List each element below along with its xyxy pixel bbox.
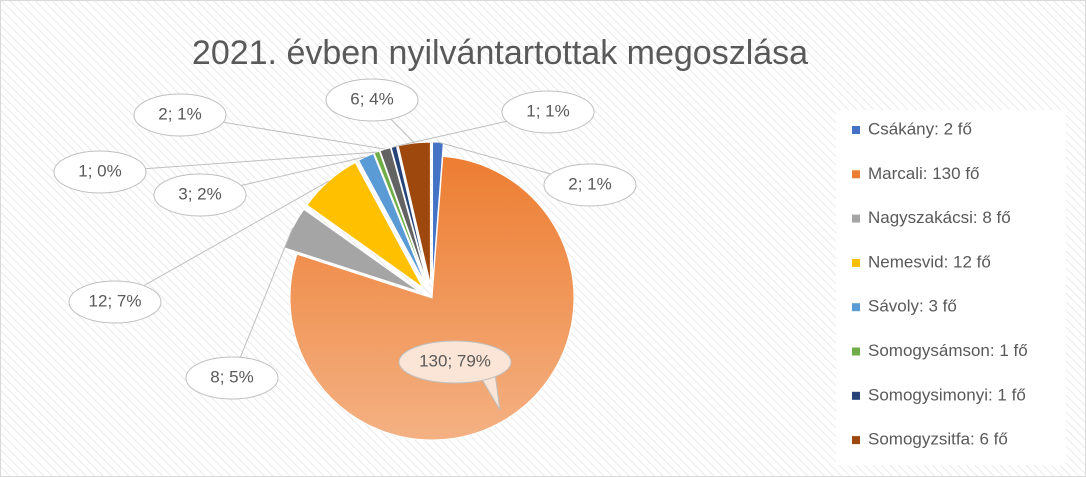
leader-line — [114, 180, 329, 303]
label-bubble — [325, 78, 419, 122]
legend-swatch — [852, 347, 860, 356]
label-bubble — [68, 280, 162, 324]
label-bubble — [543, 163, 637, 207]
data-label: 2; 1% — [158, 104, 201, 123]
data-label: 12; 7% — [89, 291, 142, 310]
legend-swatch — [852, 170, 860, 179]
legend-swatch — [852, 391, 860, 400]
legend-swatch — [852, 126, 860, 134]
label-bubble — [53, 150, 147, 194]
data-label: 1; 0% — [78, 161, 121, 180]
label-bubble — [185, 356, 279, 400]
label-bubble — [501, 90, 595, 134]
label-bubble — [133, 93, 227, 137]
data-label: 1; 1% — [526, 101, 569, 120]
legend-swatch — [852, 436, 860, 445]
leader-line — [99, 151, 377, 173]
legend-label: Csákány: 2 fő — [868, 119, 972, 138]
chart-title: 2021. évben nyilvántartottak megoszlása — [192, 34, 808, 72]
legend-background — [836, 110, 1066, 465]
legend-label: Somogyzsitfa: 6 fő — [868, 430, 1008, 449]
legend-label: Nemesvid: 12 fő — [868, 252, 991, 271]
data-label: 6; 4% — [350, 89, 393, 108]
legend-swatch — [852, 258, 860, 267]
pie-slice — [306, 161, 424, 288]
legend-swatch — [852, 303, 860, 312]
data-label: 130; 79% — [419, 351, 491, 370]
label-bubble — [153, 173, 247, 217]
legend-label: Somogysimonyi: 1 fő — [868, 385, 1026, 404]
pie-slice — [379, 147, 429, 285]
data-label: 8; 5% — [210, 367, 253, 386]
data-label: 3; 2% — [178, 184, 221, 203]
label-bubble — [398, 340, 512, 384]
legend-label: Somogysámson: 1 fő — [868, 341, 1028, 360]
legend-label: Marcali: 130 fő — [868, 164, 980, 183]
legend-label: Nagyszakácsi: 8 fő — [868, 208, 1011, 227]
leader-line — [231, 227, 294, 379]
legend-label: Sávoly: 3 fő — [868, 297, 957, 316]
legend-swatch — [852, 214, 860, 223]
data-label: 2; 1% — [568, 174, 611, 193]
pie-slice — [432, 141, 444, 285]
